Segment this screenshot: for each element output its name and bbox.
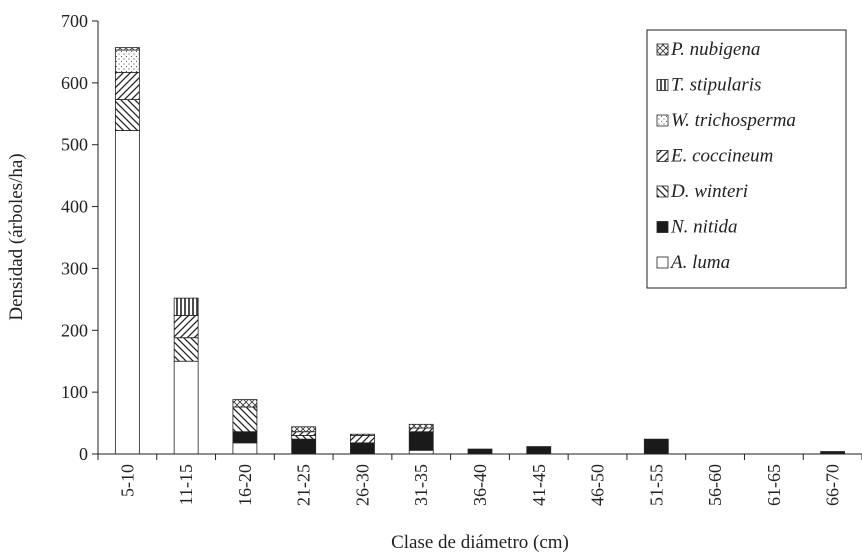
bar-e-coccineum-5-10	[114, 71, 140, 100]
bar-p-nubigena-16-20	[232, 399, 258, 408]
bar-p-nubigena-26-30	[350, 433, 375, 436]
plot-area	[114, 47, 846, 455]
x-axis-title: Clase de diámetro (cm)	[391, 532, 569, 553]
bar-n-nitida-31-35	[408, 431, 434, 451]
legend-label-w-trichosperma: W. trichosperma	[671, 110, 796, 131]
bar-a-luma-16-20	[232, 442, 258, 455]
legend-box	[646, 29, 847, 289]
legend-label-n-nitida: N. nitida	[670, 217, 738, 238]
legend-swatch-d-winteri	[656, 185, 669, 198]
bar-d-winteri-11-15	[173, 337, 199, 362]
x-tick-label: 46-50	[588, 464, 608, 506]
bar-e-coccineum-11-15	[173, 315, 199, 339]
y-tick-label: 500	[61, 135, 88, 155]
x-tick-label: 61-65	[764, 464, 784, 506]
y-tick-label: 100	[61, 382, 88, 402]
y-tick-label: 200	[61, 320, 88, 340]
bar-e-coccineum-21-25	[291, 431, 317, 436]
y-tick-label: 700	[61, 11, 88, 31]
legend-swatch-p-nubigena	[656, 43, 669, 56]
bar-n-nitida-41-45	[526, 446, 552, 455]
bar-w-trichosperma-5-10	[114, 49, 140, 73]
y-tick-label: 600	[61, 73, 88, 93]
x-tick-label: 16-20	[235, 464, 255, 506]
x-tick-label: 5-10	[117, 464, 137, 497]
x-tick-label: 11-15	[176, 464, 196, 505]
x-tick-label: 26-30	[352, 464, 372, 506]
bar-p-nubigena-21-25	[291, 426, 317, 433]
bar-n-nitida-26-30	[350, 442, 375, 455]
bar-n-nitida-51-55	[643, 438, 669, 455]
legend-label-p-nubigena: P. nubigena	[670, 39, 760, 60]
x-tick-label: 36-40	[470, 464, 490, 506]
y-tick-label: 0	[79, 444, 88, 464]
bar-p-nubigena-5-10	[114, 47, 140, 51]
bar-p-nubigena-31-35	[408, 423, 434, 429]
bar-t-stipularis-11-15	[173, 297, 199, 316]
y-axis-title: Densidad (árboles/ha)	[6, 153, 27, 320]
x-axis: 5-10 11-15 16-20 21-25 26-30 31-35 36-40 41-45 4…	[97, 453, 862, 506]
x-tick-label: 21-25	[294, 464, 314, 506]
x-tick-label: 56-60	[705, 464, 725, 506]
bar-d-winteri-21-25	[291, 435, 317, 440]
legend: P. nubigena T. stipularis W. trichosperma E…	[646, 29, 847, 289]
y-axis: 0 100 200 300 400 500 600 700	[61, 11, 99, 464]
bar-e-coccineum-31-35	[408, 427, 434, 433]
legend-label-d-winteri: D. winteri	[670, 181, 748, 202]
x-tick-label: 41-45	[529, 464, 549, 506]
bar-d-winteri-16-20	[232, 406, 258, 433]
x-tick-label: 31-35	[411, 464, 431, 506]
legend-swatch-t-stipularis	[656, 79, 669, 91]
bar-e-coccineum-26-30	[350, 435, 375, 444]
legend-label-e-coccineum: E. coccineum	[670, 146, 773, 167]
bar-n-nitida-21-25	[291, 438, 317, 455]
bar-a-luma-11-15	[173, 360, 199, 455]
bar-a-luma-5-10	[114, 130, 140, 455]
y-tick-label: 300	[61, 258, 88, 278]
y-tick-label: 400	[61, 197, 88, 217]
bar-d-winteri-5-10	[114, 99, 140, 131]
x-tick-label: 66-70	[823, 464, 843, 506]
legend-label-t-stipularis: T. stipularis	[671, 75, 761, 96]
bar-n-nitida-36-40	[467, 448, 493, 455]
legend-swatch-a-luma	[656, 256, 669, 269]
legend-swatch-n-nitida	[656, 221, 669, 233]
legend-swatch-w-trichosperma	[656, 114, 669, 127]
x-tick-label: 51-55	[646, 464, 666, 506]
legend-label-a-luma: A. luma	[669, 252, 730, 273]
bar-n-nitida-16-20	[232, 431, 258, 444]
legend-swatch-e-coccineum	[656, 150, 669, 162]
bar-a-luma-31-35	[408, 449, 434, 455]
